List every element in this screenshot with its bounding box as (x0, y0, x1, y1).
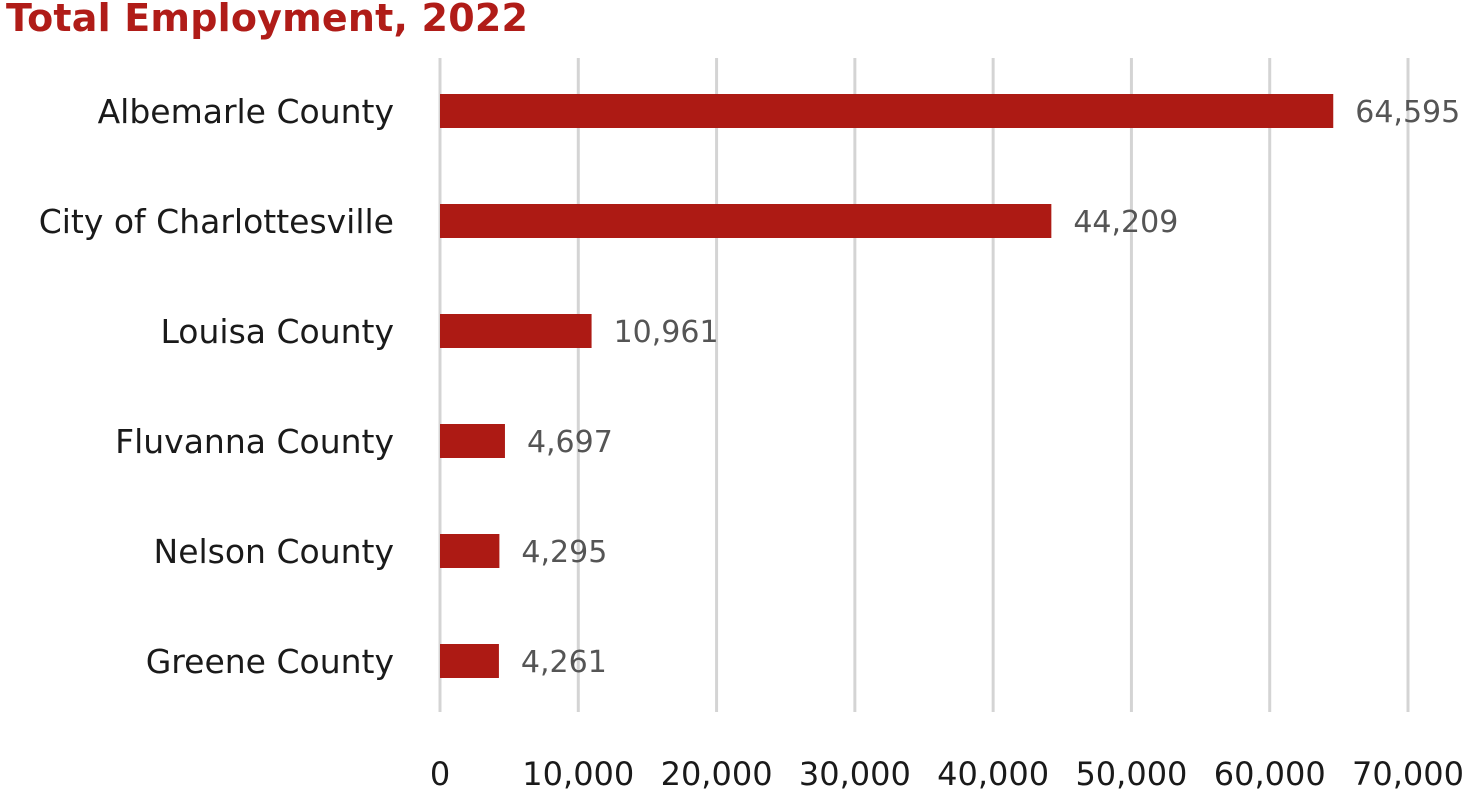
x-tick-label: 60,000 (1214, 755, 1326, 793)
category-labels: Albemarle County City of Charlottesville L… (39, 92, 394, 681)
data-label: 4,261 (521, 645, 607, 680)
bar (440, 644, 499, 678)
bar (440, 424, 505, 458)
bar (440, 314, 592, 348)
data-label: 4,697 (527, 425, 613, 460)
x-tick-label: 70,000 (1352, 755, 1464, 793)
data-label: 10,961 (614, 315, 719, 350)
x-tick-label: 0 (430, 755, 450, 793)
gridlines (438, 58, 1410, 712)
category-label: Fluvanna County (115, 422, 394, 461)
x-tick-label: 40,000 (937, 755, 1049, 793)
category-label: Louisa County (160, 312, 394, 351)
data-labels: 64,595 44,209 10,961 4,697 4,295 4,261 (521, 95, 1460, 680)
category-label: Albemarle County (98, 92, 394, 131)
x-tick-label: 50,000 (1075, 755, 1187, 793)
data-label: 4,295 (521, 535, 607, 570)
x-tick-label: 30,000 (799, 755, 911, 793)
category-label: Nelson County (154, 532, 394, 571)
x-tick-label: 20,000 (661, 755, 773, 793)
category-label: Greene County (146, 642, 394, 681)
bar (440, 534, 500, 568)
data-label: 44,209 (1073, 205, 1178, 240)
x-tick-label: 10,000 (522, 755, 634, 793)
data-label: 64,595 (1355, 95, 1460, 130)
chart-title: Total Employment, 2022 (6, 0, 529, 40)
bar (440, 204, 1052, 238)
category-label: City of Charlottesville (39, 202, 394, 241)
bars (440, 94, 1334, 678)
bar (440, 94, 1334, 128)
x-axis-tick-labels: 0 10,000 20,000 30,000 40,000 50,000 60,000 70,… (430, 755, 1464, 793)
